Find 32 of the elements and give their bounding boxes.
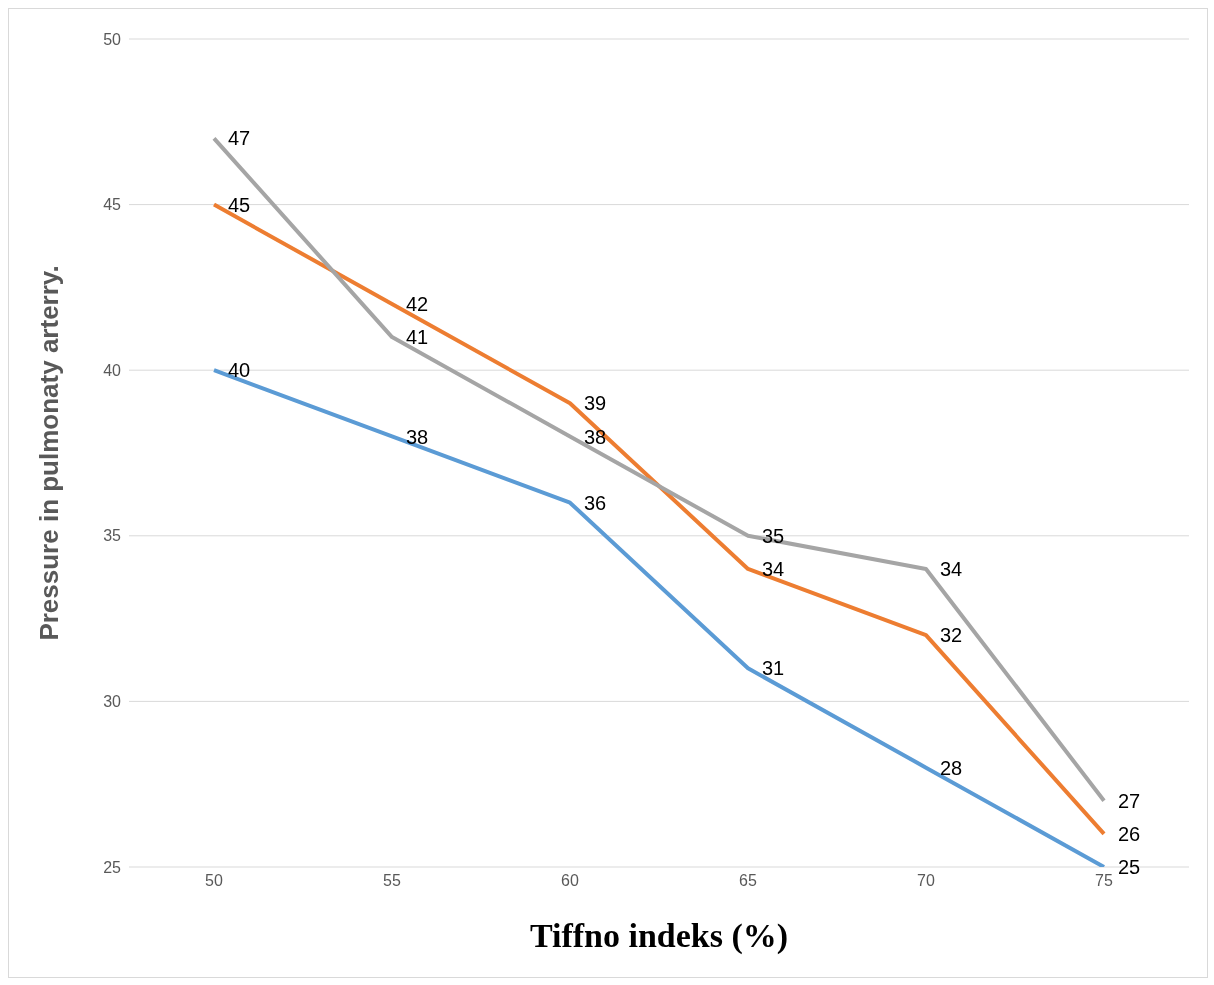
y-tick-label: 50 (103, 30, 122, 48)
y-tick-label: 45 (103, 196, 122, 214)
data-label: 41 (406, 326, 429, 349)
data-label: 32 (940, 624, 963, 647)
data-label: 25 (1118, 856, 1141, 879)
data-label: 45 (228, 193, 251, 216)
data-label: 31 (762, 657, 785, 680)
x-tick-label: 50 (205, 872, 223, 890)
x-tick-label: 70 (917, 872, 935, 890)
data-label: 39 (584, 392, 607, 415)
data-label: 26 (1118, 822, 1141, 845)
y-tick-label: 40 (103, 361, 122, 379)
data-label: 38 (584, 425, 607, 448)
data-label: 35 (762, 524, 785, 547)
data-label: 27 (1118, 789, 1141, 812)
data-label: 38 (406, 425, 429, 448)
data-label: 40 (228, 359, 251, 382)
x-tick-label: 75 (1095, 872, 1113, 890)
data-label: 34 (940, 558, 963, 581)
x-tick-label: 60 (561, 872, 579, 890)
y-axis-title: Pressure in pulmonaty arterry. (34, 265, 65, 641)
x-axis-title: Tiffno indeks (%) (529, 917, 789, 955)
data-label: 28 (940, 756, 963, 779)
y-tick-label: 25 (103, 858, 122, 876)
data-label: 42 (406, 293, 429, 316)
data-label: 36 (584, 491, 607, 514)
data-label: 34 (762, 558, 785, 581)
y-tick-label: 30 (103, 693, 122, 711)
x-tick-label: 65 (739, 872, 757, 890)
data-label: 47 (228, 127, 251, 150)
x-tick-label: 55 (383, 872, 401, 890)
y-tick-label: 35 (103, 527, 122, 545)
